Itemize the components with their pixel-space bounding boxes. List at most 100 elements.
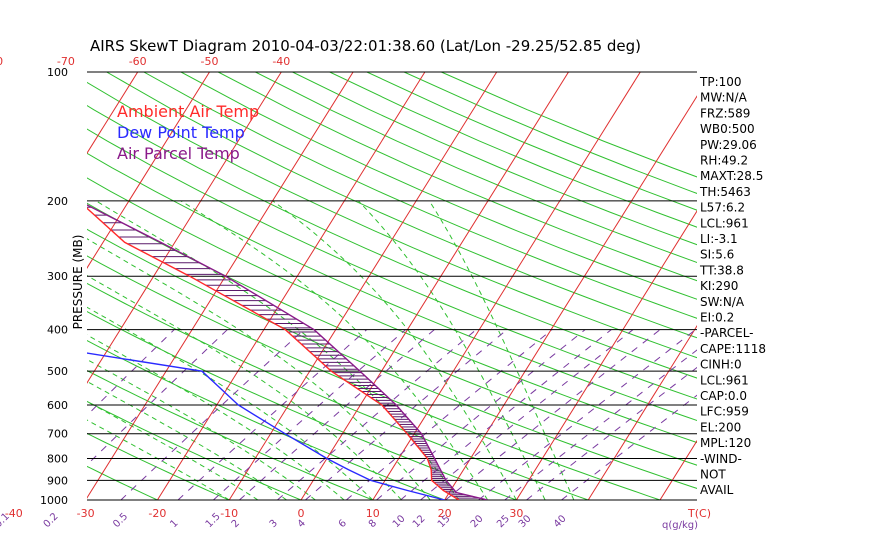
stats-item: MPL:120	[700, 436, 751, 450]
stats-item: CAP:0.0	[700, 389, 747, 403]
dry-adiabat-line	[143, 72, 697, 319]
mixing-ratio-lines	[87, 329, 697, 500]
dry-adiabat-line	[87, 152, 697, 422]
legend-entry: Dew Point Temp	[117, 123, 245, 142]
pressure-tick-label: 100	[47, 66, 68, 79]
stats-item: LCL:961	[700, 373, 749, 387]
dry-adiabat-line	[106, 72, 697, 339]
mixing-ratio-tick-label: 40	[552, 513, 569, 530]
profile-series	[87, 204, 488, 500]
dry-adiabat-line	[87, 432, 230, 500]
dry-adiabat-line	[255, 72, 697, 264]
temp-tick-label-bottom: -10	[220, 507, 238, 520]
dry-adiabat-line	[87, 128, 697, 400]
stats-item: PW:29.06	[700, 138, 757, 152]
axis-ticks: -50-40-30-20-100102030T(C)-120-110-100-9…	[0, 55, 711, 531]
stats-item: MW:N/A	[700, 91, 748, 105]
mixing-ratio-tick-label: 20	[469, 513, 486, 530]
dry-adiabat-line	[87, 340, 445, 500]
stats-item: -WIND-	[700, 452, 742, 466]
temp-tick-label-bottom: 10	[366, 507, 380, 520]
mixing-ratio-tick-label: 6	[337, 518, 349, 530]
moist-adiabat-line	[87, 274, 402, 500]
mixing-ratio-tick-label: 12	[411, 513, 428, 530]
mixing-ratio-tick-label: 0.5	[111, 511, 130, 530]
stats-item: WB0:500	[700, 122, 755, 136]
isotherm-line	[659, 439, 697, 500]
temp-tick-label-bottom: 30	[509, 507, 523, 520]
isotherm-line	[87, 72, 282, 384]
temp-tick-label-bottom: -20	[148, 507, 166, 520]
pressure-gridlines: 100 200 300 400 500 600 700 800 900 1000	[40, 66, 697, 507]
cape-hatch	[87, 206, 480, 499]
pressure-tick-label: 600	[47, 399, 68, 412]
temp-tick-label-bottom: -30	[77, 507, 95, 520]
legend: Ambient Air Temp Dew Point Temp Air Parcel…	[117, 102, 259, 163]
mixing-ratio-line	[277, 329, 477, 500]
temp-tick-label-bottom: 0	[298, 507, 305, 520]
isotherm-line	[156, 72, 426, 500]
temp-tick-label-top: -60	[129, 55, 147, 68]
dry-adiabat-line	[292, 72, 697, 246]
isotherm-line	[444, 95, 697, 500]
stats-item: TP:100	[699, 75, 742, 89]
moist-adiabat-line	[87, 380, 287, 500]
temp-tick-label-top: -70	[57, 55, 75, 68]
chart-title: AIRS SkewT Diagram 2010-04-03/22:01:38.6…	[90, 37, 641, 55]
pressure-tick-label: 1000	[40, 494, 68, 507]
series-line	[87, 204, 488, 500]
pressure-tick-label: 700	[47, 428, 68, 441]
mixing-ratio-tick-label: 3	[268, 518, 280, 530]
moist-adiabat-lines	[87, 200, 575, 500]
stats-item: EI:0.2	[700, 311, 734, 325]
dry-adiabat-line	[87, 105, 697, 379]
stats-item: CINH:0	[700, 358, 742, 372]
stats-item: RH:49.2	[700, 154, 748, 168]
temp-tick-label-bottom: -40	[5, 507, 23, 520]
dry-adiabat-line	[87, 228, 697, 489]
series-line	[87, 207, 460, 500]
stats-item: AVAIL	[700, 483, 734, 497]
stats-item: KI:290	[700, 279, 738, 293]
mixing-ratio-tick-label: 1	[168, 518, 180, 530]
pressure-tick-label: 400	[47, 324, 68, 337]
stats-item: LFC:959	[700, 405, 749, 419]
mixing-ratio-unit-label: q(g/kg)	[662, 520, 698, 531]
temp-unit-label: T(C)	[687, 507, 711, 520]
stats-item: FRZ:589	[700, 106, 750, 120]
y-axis-label: PRESSURE (MB)	[71, 235, 85, 330]
pressure-tick-label: 300	[47, 270, 68, 283]
dry-adiabat-line	[87, 370, 373, 500]
isotherm-lines	[87, 72, 697, 500]
mixing-ratio-tick-label: 0.2	[42, 511, 61, 530]
pressure-tick-label: 900	[47, 474, 68, 487]
moist-adiabat-line	[357, 200, 546, 500]
stats-item: LI:-3.1	[700, 232, 738, 246]
pressure-tick-label: 800	[47, 453, 68, 466]
mixing-ratio-line	[420, 329, 634, 500]
stats-item: -PARCEL-	[700, 326, 754, 340]
mixing-ratio-tick-label: 4	[296, 518, 308, 530]
legend-entry: Ambient Air Temp	[117, 102, 259, 121]
mixing-ratio-tick-label: 10	[391, 513, 408, 530]
pressure-tick-label: 200	[47, 195, 68, 208]
mixing-ratio-tick-label: 0.1	[0, 511, 12, 530]
dry-adiabat-line	[217, 72, 697, 282]
isotherm-line	[300, 72, 569, 500]
dry-adiabat-line	[87, 177, 697, 444]
stats-item: CAPE:1118	[700, 342, 766, 356]
temp-tick-label-top: -80	[0, 55, 3, 68]
stats-item: NOT	[700, 468, 726, 482]
dry-adiabat-line	[87, 465, 158, 500]
stats-item: TH:5463	[699, 185, 751, 199]
isotherm-line	[87, 72, 139, 155]
series-line	[87, 352, 445, 500]
stats-item: L57:6.2	[700, 201, 745, 215]
temp-tick-label-top: -50	[201, 55, 219, 68]
moist-adiabat-line	[180, 200, 489, 500]
dry-adiabat-line	[366, 72, 697, 211]
dry-adiabat-line	[180, 72, 697, 300]
stats-item: TT:38.8	[699, 263, 744, 277]
